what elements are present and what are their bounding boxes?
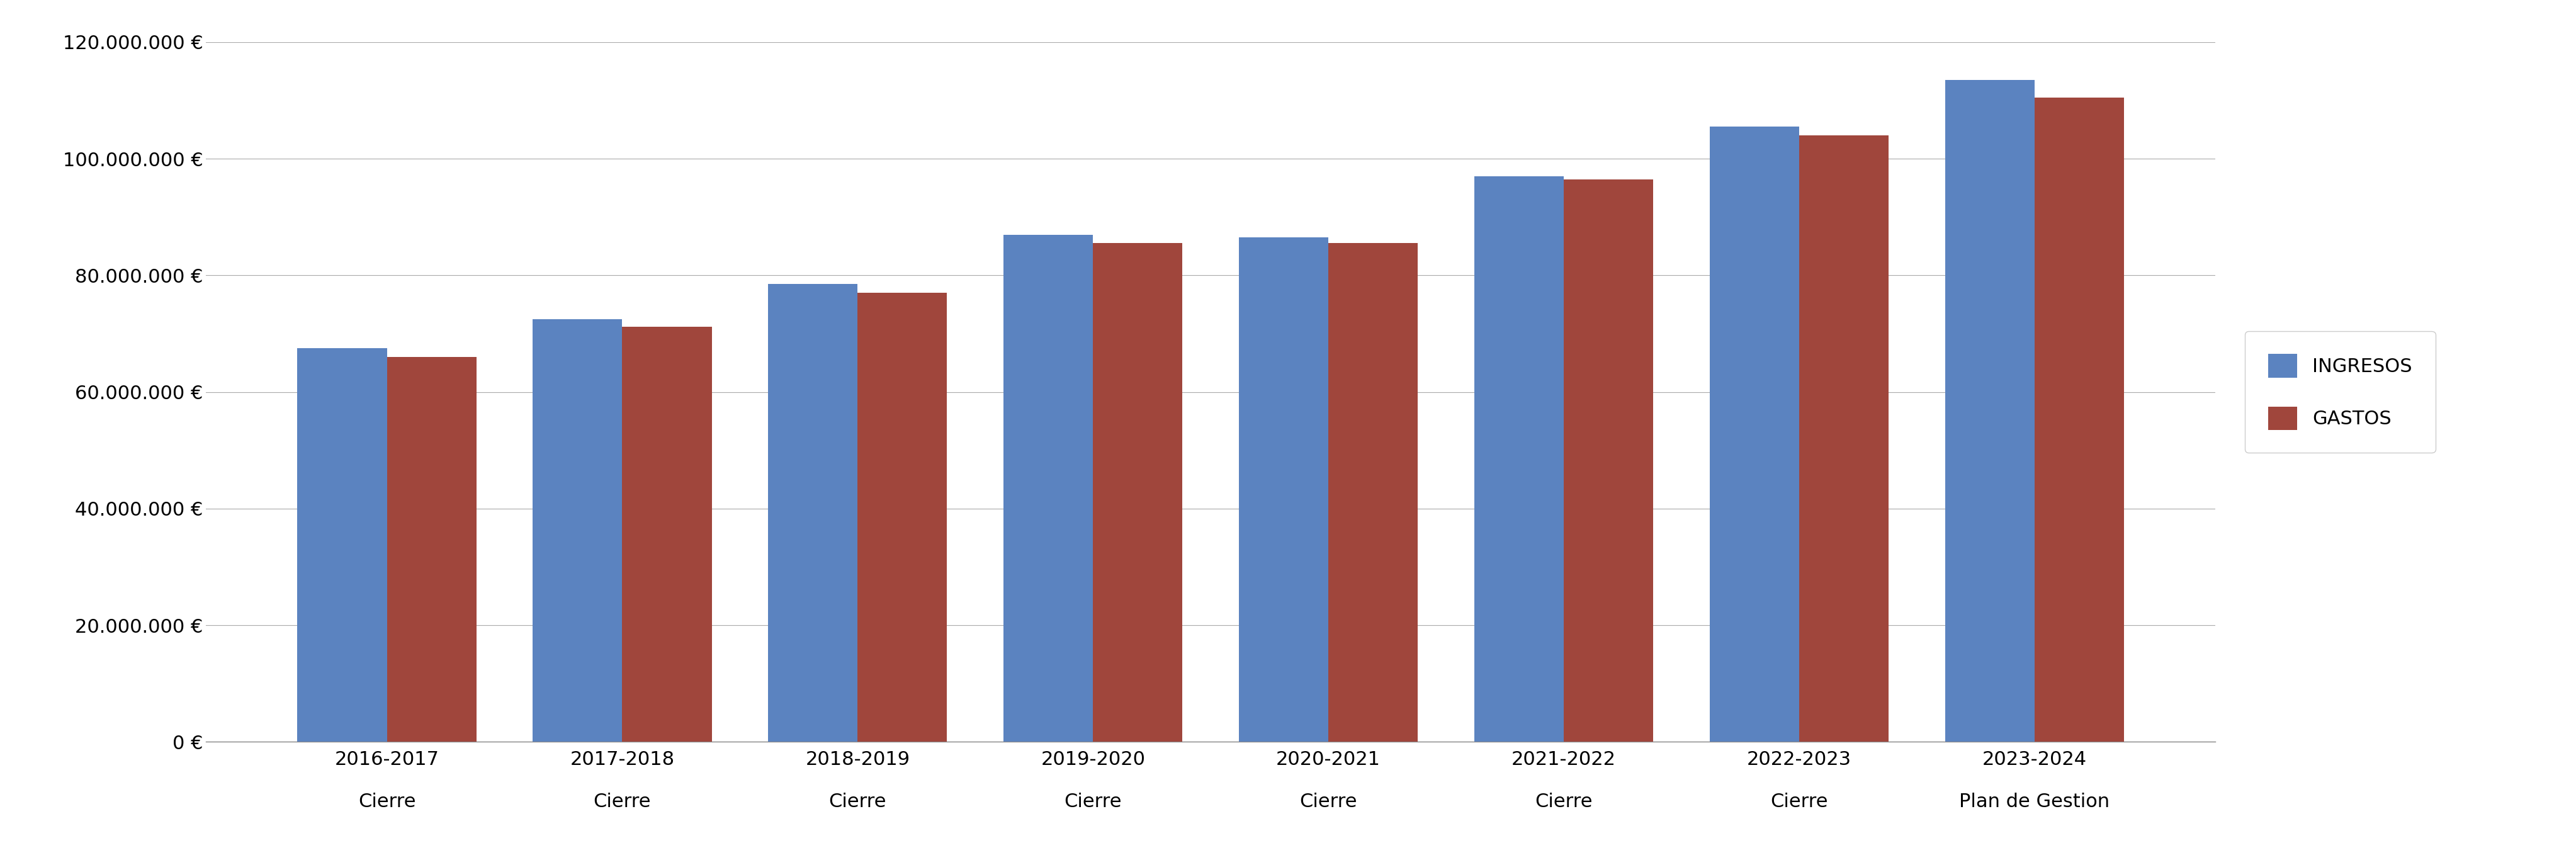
Bar [1239, 238, 1329, 742]
Bar [1945, 80, 2035, 742]
Bar [1564, 180, 1654, 742]
Bar [858, 293, 948, 742]
Bar [1710, 126, 1798, 742]
Bar [623, 327, 711, 742]
Bar [1092, 244, 1182, 742]
Legend: INGRESOS, GASTOS: INGRESOS, GASTOS [2246, 331, 2434, 453]
Bar [1329, 244, 1417, 742]
Bar [296, 348, 386, 742]
Bar [1798, 136, 1888, 742]
Bar [533, 319, 623, 742]
Bar [768, 284, 858, 742]
Bar [1473, 176, 1564, 742]
Bar [1005, 234, 1092, 742]
Bar [2035, 98, 2125, 742]
Bar [386, 357, 477, 742]
